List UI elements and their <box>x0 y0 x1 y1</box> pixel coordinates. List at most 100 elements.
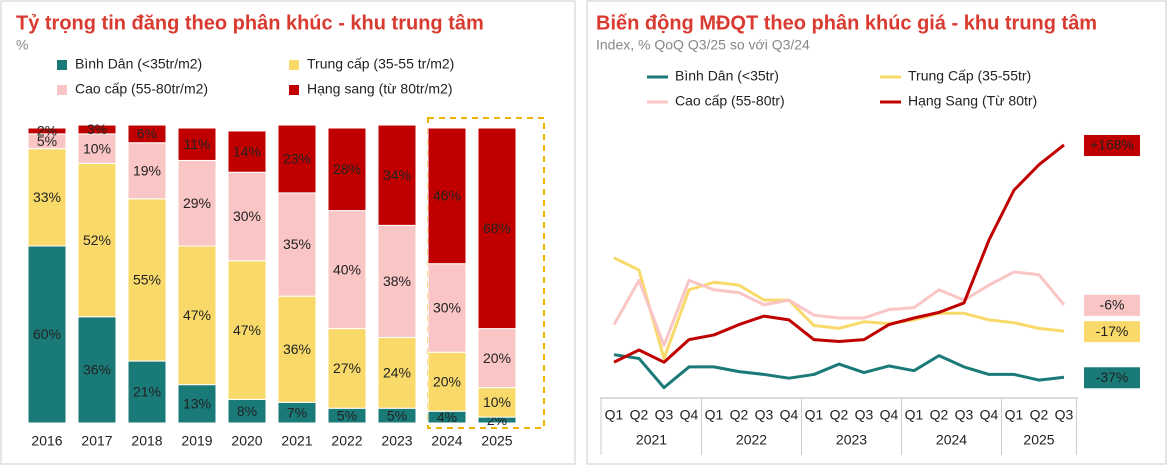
x-tick-label: Q1 <box>605 407 624 423</box>
bar-segment <box>127 360 167 424</box>
bar-segment <box>227 171 267 262</box>
line <box>613 143 1065 364</box>
x-tick-label: Q1 <box>705 407 724 423</box>
value-label: 11% <box>184 136 211 152</box>
x-tick-label: 2025 <box>481 433 512 449</box>
x-tick-label: 2018 <box>131 433 162 449</box>
value-label: 4% <box>437 409 457 425</box>
value-label: 40% <box>333 261 361 277</box>
panel <box>586 0 1167 465</box>
x-group-label: 2023 <box>836 432 867 448</box>
end-label: -17% <box>1096 323 1129 339</box>
x-tick-label: 2023 <box>381 433 412 449</box>
bar-segment <box>127 198 167 362</box>
legend-label: Bình Dân (<35tr) <box>675 68 779 84</box>
value-label: 46% <box>433 188 461 204</box>
value-label: 30% <box>433 300 461 316</box>
value-label: 52% <box>83 232 111 248</box>
x-group-label: 2025 <box>1023 432 1054 448</box>
value-label: 20% <box>433 373 461 389</box>
legend-label: Cao cấp (55-80tr/m2) <box>75 81 208 97</box>
x-tick-label: Q2 <box>830 407 849 423</box>
value-label: 36% <box>283 341 311 357</box>
bar-segment <box>27 127 67 135</box>
value-label: 24% <box>383 365 411 381</box>
value-label: 6% <box>137 126 157 142</box>
x-tick-label: 2022 <box>331 433 362 449</box>
bar-segment <box>177 127 217 161</box>
line <box>613 256 1065 360</box>
bar-segment <box>477 328 517 389</box>
x-tick-label: Q3 <box>655 407 674 423</box>
value-label: 27% <box>333 360 361 376</box>
bar-segment <box>77 124 117 135</box>
bar-segment <box>327 328 367 409</box>
value-label: 47% <box>183 307 211 323</box>
legend-marker <box>289 60 299 70</box>
end-label-box <box>1084 367 1140 389</box>
x-tick-label: Q4 <box>880 407 899 423</box>
value-label: 60% <box>33 326 61 342</box>
legend-label: Trung cấp (35-55 tr/m2) <box>307 56 454 72</box>
bar-segment <box>427 127 467 265</box>
x-tick-label: Q2 <box>630 407 649 423</box>
value-label: 38% <box>383 273 411 289</box>
end-label-box <box>1084 321 1140 343</box>
value-label: 10% <box>83 140 111 156</box>
bar-segment <box>227 260 267 400</box>
x-tick-label: 2017 <box>81 433 112 449</box>
bar-segment <box>77 133 117 164</box>
value-label: 21% <box>133 384 161 400</box>
x-tick-label: 2016 <box>31 433 62 449</box>
bar-segment <box>377 224 417 338</box>
legend-marker <box>57 85 67 95</box>
legend-label: Bình Dân (<35tr/m2) <box>75 56 202 72</box>
x-tick-label: Q1 <box>1005 407 1024 423</box>
x-tick-label: Q4 <box>780 407 799 423</box>
value-label: 3% <box>87 121 107 137</box>
end-label: +168% <box>1090 137 1134 153</box>
legend-label: Hạng Sang (Từ 80tr) <box>908 93 1037 109</box>
value-label: 8% <box>237 403 257 419</box>
bar-segment <box>77 316 117 424</box>
bar-segment <box>227 130 267 173</box>
value-label: 35% <box>283 236 311 252</box>
chart-title: Tỷ trọng tin đăng theo phân khúc - khu t… <box>16 12 484 34</box>
bar-segment <box>427 351 467 412</box>
bar-segment <box>277 192 317 297</box>
legend-label: Cao cấp (55-80tr) <box>675 93 785 109</box>
end-label-box <box>1084 134 1140 156</box>
bar-segment <box>477 127 517 330</box>
bar-segment <box>27 148 67 247</box>
end-label-box <box>1084 294 1140 316</box>
value-label: 28% <box>333 161 361 177</box>
x-tick-label: 2024 <box>431 433 462 449</box>
x-tick-label: Q1 <box>905 407 924 423</box>
x-tick-label: Q3 <box>755 407 774 423</box>
value-label: 13% <box>183 396 211 412</box>
x-tick-label: Q3 <box>855 407 874 423</box>
bar-segment <box>177 159 217 247</box>
value-label: 20% <box>483 350 511 366</box>
value-label: 34% <box>383 167 411 183</box>
subtitle: Index, % QoQ Q3/25 so với Q3/24 <box>596 37 810 53</box>
bar-segment <box>77 162 117 318</box>
bar-segment <box>327 127 367 212</box>
bar-segment <box>477 387 517 418</box>
value-label: 2% <box>37 123 57 139</box>
bar-segment <box>277 124 317 194</box>
value-label: 5% <box>387 407 407 423</box>
legend-marker <box>289 85 299 95</box>
x-tick-label: 2020 <box>231 433 262 449</box>
chart-title: Biến động MĐQT theo phân khúc giá - khu … <box>596 12 1097 34</box>
bar-segment <box>377 124 417 226</box>
legend-label: Trung Cấp (35-55tr) <box>908 68 1031 84</box>
x-tick-label: Q2 <box>1030 407 1049 423</box>
value-label: 30% <box>233 208 261 224</box>
bar-segment <box>327 210 367 330</box>
value-label: 47% <box>233 322 261 338</box>
x-tick-label: Q2 <box>730 407 749 423</box>
bar-segment <box>127 124 167 144</box>
